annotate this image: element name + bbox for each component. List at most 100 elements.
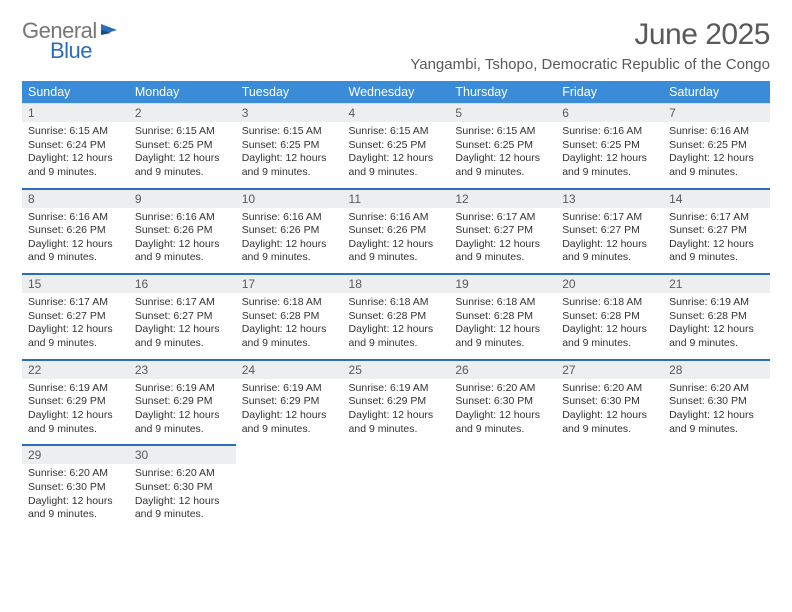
day-number: 22: [22, 359, 129, 379]
day-number: 20: [556, 273, 663, 293]
calendar-day-cell: 15Sunrise: 6:17 AMSunset: 6:27 PMDayligh…: [22, 273, 129, 359]
calendar-day-cell: 4Sunrise: 6:15 AMSunset: 6:25 PMDaylight…: [343, 103, 450, 188]
calendar-day-cell: 12Sunrise: 6:17 AMSunset: 6:27 PMDayligh…: [449, 188, 556, 274]
day-details: Sunrise: 6:15 AMSunset: 6:25 PMDaylight:…: [236, 122, 343, 188]
calendar-day-cell: 3Sunrise: 6:15 AMSunset: 6:25 PMDaylight…: [236, 103, 343, 188]
day-number: 29: [22, 444, 129, 464]
day-details: Sunrise: 6:18 AMSunset: 6:28 PMDaylight:…: [556, 293, 663, 359]
day-details: Sunrise: 6:19 AMSunset: 6:29 PMDaylight:…: [343, 379, 450, 445]
day-details: Sunrise: 6:19 AMSunset: 6:29 PMDaylight:…: [236, 379, 343, 445]
day-number: 7: [663, 103, 770, 122]
day-details: Sunrise: 6:20 AMSunset: 6:30 PMDaylight:…: [449, 379, 556, 445]
day-number: 5: [449, 103, 556, 122]
calendar-day-cell: 20Sunrise: 6:18 AMSunset: 6:28 PMDayligh…: [556, 273, 663, 359]
day-details: Sunrise: 6:16 AMSunset: 6:26 PMDaylight:…: [236, 208, 343, 274]
day-number: 14: [663, 188, 770, 208]
calendar-day-cell: [343, 444, 450, 530]
day-details: Sunrise: 6:18 AMSunset: 6:28 PMDaylight:…: [449, 293, 556, 359]
day-number: 25: [343, 359, 450, 379]
calendar-day-cell: 26Sunrise: 6:20 AMSunset: 6:30 PMDayligh…: [449, 359, 556, 445]
weekday-header: Friday: [556, 81, 663, 103]
day-number: 28: [663, 359, 770, 379]
day-details: Sunrise: 6:20 AMSunset: 6:30 PMDaylight:…: [663, 379, 770, 445]
calendar-day-cell: 28Sunrise: 6:20 AMSunset: 6:30 PMDayligh…: [663, 359, 770, 445]
calendar-day-cell: 21Sunrise: 6:19 AMSunset: 6:28 PMDayligh…: [663, 273, 770, 359]
day-number: 12: [449, 188, 556, 208]
calendar-day-cell: 22Sunrise: 6:19 AMSunset: 6:29 PMDayligh…: [22, 359, 129, 445]
day-number: 26: [449, 359, 556, 379]
weekday-header: Saturday: [663, 81, 770, 103]
day-number: 4: [343, 103, 450, 122]
day-number: 6: [556, 103, 663, 122]
location: Yangambi, Tshopo, Democratic Republic of…: [410, 56, 770, 73]
day-number: 16: [129, 273, 236, 293]
calendar-week-row: 29Sunrise: 6:20 AMSunset: 6:30 PMDayligh…: [22, 444, 770, 530]
day-details: Sunrise: 6:16 AMSunset: 6:25 PMDaylight:…: [663, 122, 770, 188]
calendar-day-cell: 27Sunrise: 6:20 AMSunset: 6:30 PMDayligh…: [556, 359, 663, 445]
day-details: Sunrise: 6:17 AMSunset: 6:27 PMDaylight:…: [449, 208, 556, 274]
calendar-day-cell: 23Sunrise: 6:19 AMSunset: 6:29 PMDayligh…: [129, 359, 236, 445]
day-details: Sunrise: 6:20 AMSunset: 6:30 PMDaylight:…: [22, 464, 129, 530]
calendar-day-cell: 5Sunrise: 6:15 AMSunset: 6:25 PMDaylight…: [449, 103, 556, 188]
calendar-day-cell: 9Sunrise: 6:16 AMSunset: 6:26 PMDaylight…: [129, 188, 236, 274]
day-number: 13: [556, 188, 663, 208]
calendar-week-row: 15Sunrise: 6:17 AMSunset: 6:27 PMDayligh…: [22, 273, 770, 359]
day-number: 21: [663, 273, 770, 293]
day-details: Sunrise: 6:19 AMSunset: 6:28 PMDaylight:…: [663, 293, 770, 359]
day-number: 11: [343, 188, 450, 208]
calendar-day-cell: 29Sunrise: 6:20 AMSunset: 6:30 PMDayligh…: [22, 444, 129, 530]
calendar-day-cell: 16Sunrise: 6:17 AMSunset: 6:27 PMDayligh…: [129, 273, 236, 359]
day-number: 19: [449, 273, 556, 293]
weekday-header: Wednesday: [343, 81, 450, 103]
calendar-day-cell: 7Sunrise: 6:16 AMSunset: 6:25 PMDaylight…: [663, 103, 770, 188]
day-details: Sunrise: 6:20 AMSunset: 6:30 PMDaylight:…: [556, 379, 663, 445]
day-details: Sunrise: 6:15 AMSunset: 6:25 PMDaylight:…: [449, 122, 556, 188]
weekday-header: Tuesday: [236, 81, 343, 103]
calendar-week-row: 8Sunrise: 6:16 AMSunset: 6:26 PMDaylight…: [22, 188, 770, 274]
calendar-day-cell: [556, 444, 663, 530]
day-number: 8: [22, 188, 129, 208]
calendar-day-cell: 10Sunrise: 6:16 AMSunset: 6:26 PMDayligh…: [236, 188, 343, 274]
day-details: Sunrise: 6:16 AMSunset: 6:26 PMDaylight:…: [22, 208, 129, 274]
day-details: Sunrise: 6:17 AMSunset: 6:27 PMDaylight:…: [129, 293, 236, 359]
header: GeneralBlue June 2025 Yangambi, Tshopo, …: [22, 18, 770, 73]
day-details: Sunrise: 6:20 AMSunset: 6:30 PMDaylight:…: [129, 464, 236, 530]
calendar-day-cell: 11Sunrise: 6:16 AMSunset: 6:26 PMDayligh…: [343, 188, 450, 274]
calendar-day-cell: [449, 444, 556, 530]
weekday-header-row: SundayMondayTuesdayWednesdayThursdayFrid…: [22, 81, 770, 103]
day-details: Sunrise: 6:15 AMSunset: 6:25 PMDaylight:…: [129, 122, 236, 188]
day-details: Sunrise: 6:17 AMSunset: 6:27 PMDaylight:…: [22, 293, 129, 359]
day-number: 10: [236, 188, 343, 208]
day-details: Sunrise: 6:17 AMSunset: 6:27 PMDaylight:…: [556, 208, 663, 274]
logo: GeneralBlue: [22, 18, 120, 64]
day-number: 1: [22, 103, 129, 122]
calendar-day-cell: 19Sunrise: 6:18 AMSunset: 6:28 PMDayligh…: [449, 273, 556, 359]
calendar-day-cell: [663, 444, 770, 530]
day-number: 2: [129, 103, 236, 122]
calendar-week-row: 1Sunrise: 6:15 AMSunset: 6:24 PMDaylight…: [22, 103, 770, 188]
day-details: Sunrise: 6:19 AMSunset: 6:29 PMDaylight:…: [22, 379, 129, 445]
day-details: Sunrise: 6:16 AMSunset: 6:26 PMDaylight:…: [343, 208, 450, 274]
day-number: 23: [129, 359, 236, 379]
day-number: 9: [129, 188, 236, 208]
calendar-day-cell: 17Sunrise: 6:18 AMSunset: 6:28 PMDayligh…: [236, 273, 343, 359]
calendar-day-cell: 14Sunrise: 6:17 AMSunset: 6:27 PMDayligh…: [663, 188, 770, 274]
day-number: 17: [236, 273, 343, 293]
title-block: June 2025 Yangambi, Tshopo, Democratic R…: [410, 18, 770, 73]
day-number: 3: [236, 103, 343, 122]
weekday-header: Sunday: [22, 81, 129, 103]
calendar-day-cell: 30Sunrise: 6:20 AMSunset: 6:30 PMDayligh…: [129, 444, 236, 530]
calendar-day-cell: 25Sunrise: 6:19 AMSunset: 6:29 PMDayligh…: [343, 359, 450, 445]
calendar-week-row: 22Sunrise: 6:19 AMSunset: 6:29 PMDayligh…: [22, 359, 770, 445]
calendar-day-cell: 1Sunrise: 6:15 AMSunset: 6:24 PMDaylight…: [22, 103, 129, 188]
day-details: Sunrise: 6:18 AMSunset: 6:28 PMDaylight:…: [343, 293, 450, 359]
day-number: 30: [129, 444, 236, 464]
day-number: 24: [236, 359, 343, 379]
day-number: 18: [343, 273, 450, 293]
weekday-header: Thursday: [449, 81, 556, 103]
day-number: 15: [22, 273, 129, 293]
calendar-day-cell: 13Sunrise: 6:17 AMSunset: 6:27 PMDayligh…: [556, 188, 663, 274]
calendar-day-cell: 18Sunrise: 6:18 AMSunset: 6:28 PMDayligh…: [343, 273, 450, 359]
calendar-table: SundayMondayTuesdayWednesdayThursdayFrid…: [22, 81, 770, 530]
day-details: Sunrise: 6:18 AMSunset: 6:28 PMDaylight:…: [236, 293, 343, 359]
